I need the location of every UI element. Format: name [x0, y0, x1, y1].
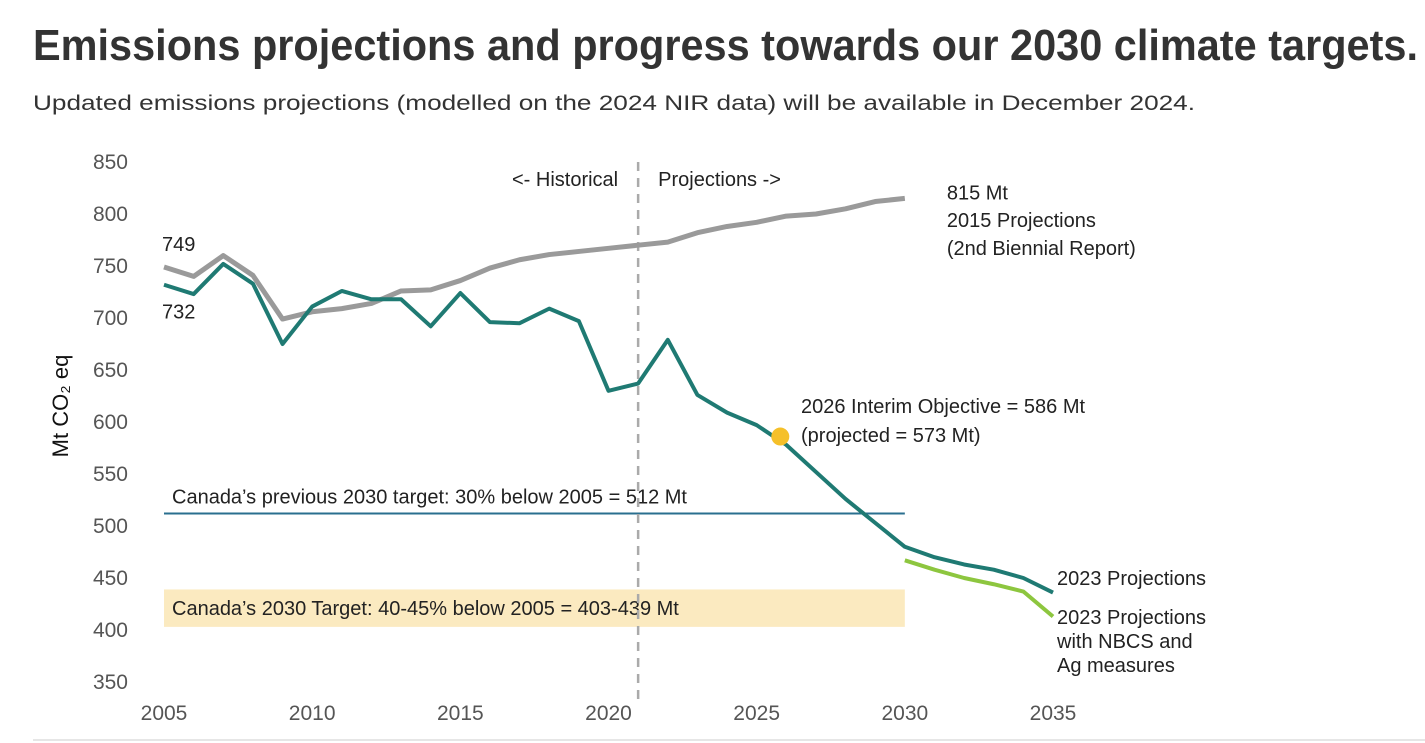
legend-label: 2023 Projections [1057, 607, 1206, 629]
band-label: Canada’s 2030 Target: 40-45% below 2005 … [172, 598, 679, 620]
reference-label: Canada’s previous 2030 target: 30% below… [172, 487, 687, 509]
value-label: 749 [162, 234, 195, 256]
legend-label: with NBCS and [1056, 631, 1193, 653]
page-title: Emissions projections and progress towar… [33, 21, 1418, 70]
value-label: 732 [162, 302, 195, 324]
x-tick-label: 2025 [733, 702, 780, 725]
value-label: 815 Mt [947, 182, 1009, 204]
legend-label: 2023 Projections [1057, 568, 1206, 590]
x-tick-label: 2035 [1030, 702, 1077, 725]
legend-label: 2015 Projections [947, 210, 1096, 232]
x-tick-label: 2020 [585, 702, 632, 725]
divider-label: <- Historical [512, 169, 618, 191]
x-tick-label: 2015 [437, 702, 484, 725]
series-line [163, 261, 1054, 595]
x-tick-label: 2005 [141, 702, 188, 725]
legend-label: Ag measures [1057, 655, 1175, 677]
y-tick-label: 650 [93, 359, 128, 382]
y-tick-label: 750 [93, 255, 128, 278]
y-tick-label: 600 [93, 411, 128, 434]
y-tick-label: 700 [93, 307, 128, 330]
x-tick-label: 2010 [289, 702, 336, 725]
y-tick-label: 800 [93, 203, 128, 226]
series-line [904, 558, 1055, 619]
y-tick-label: 350 [93, 671, 128, 694]
point-label: 2026 Interim Objective = 586 Mt [801, 396, 1085, 418]
series-line [163, 195, 906, 322]
y-tick-label: 850 [93, 151, 128, 174]
y-axis-label: Mt CO₂ eq [48, 355, 73, 458]
point-label: (projected = 573 Mt) [801, 425, 981, 447]
y-tick-label: 500 [93, 515, 128, 538]
divider-label: Projections -> [658, 169, 781, 191]
y-tick-label: 450 [93, 567, 128, 590]
page-subtitle: Updated emissions projections (modelled … [33, 92, 1195, 115]
y-tick-label: 400 [93, 619, 128, 642]
y-tick-label: 550 [93, 463, 128, 486]
legend-label: (2nd Biennial Report) [947, 238, 1136, 260]
target-band [164, 589, 905, 627]
x-tick-label: 2030 [881, 702, 928, 725]
objective-point [771, 427, 790, 446]
